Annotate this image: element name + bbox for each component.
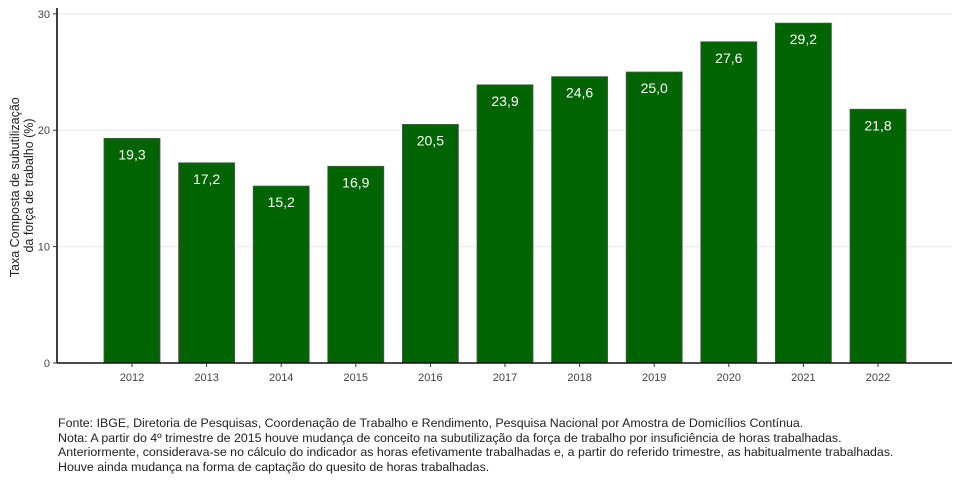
bars: 19,3 17,2 15,2 16,9 20,5 23,9 24,6 25,0 27,6 29,2… <box>103 22 907 364</box>
x-tick-label-2021: 2021 <box>791 372 815 384</box>
y-ticks: 0 10 20 30 <box>38 9 57 370</box>
x-tick-label-2022: 2022 <box>866 372 890 384</box>
bar-2015 <box>327 165 385 364</box>
bar-2013 <box>178 162 236 364</box>
x-tick-label-2012: 2012 <box>120 372 144 384</box>
bar-chart: 19,3 17,2 15,2 16,9 20,5 23,9 24,6 25,0 27,6 29,2… <box>8 8 952 384</box>
bar-value-label-2013: 17,2 <box>193 171 220 187</box>
bar-value-label-2021: 29,2 <box>790 31 817 47</box>
bar-value-label-2019: 25,0 <box>641 80 668 96</box>
bar-2016 <box>401 123 459 364</box>
y-tick-label-20: 20 <box>38 125 50 137</box>
x-tick-label-2019: 2019 <box>642 372 666 384</box>
x-tick-label-2016: 2016 <box>418 372 442 384</box>
y-tick-label-0: 0 <box>44 358 50 370</box>
bar-2022 <box>849 108 907 364</box>
bar-2017 <box>476 84 534 364</box>
chart-notes: Fonte: IBGE, Diretoria de Pesquisas, Coo… <box>58 416 953 474</box>
bar-2019 <box>625 71 683 364</box>
bar-value-label-2022: 21,8 <box>864 117 891 133</box>
bar-value-label-2016: 20,5 <box>417 132 444 148</box>
x-tick-label-2018: 2018 <box>567 372 591 384</box>
calculation-note: Anteriormente, considerava-se no cálculo… <box>58 445 894 460</box>
y-axis-label: Taxa Composta de subutilização da força … <box>8 94 36 277</box>
bar-2014 <box>252 185 310 364</box>
x-tick-label-2013: 2013 <box>194 372 218 384</box>
bar-value-label-2017: 23,9 <box>491 93 518 109</box>
x-ticks: 2012 2013 2014 2015 2016 2017 2018 2019 2020 2021… <box>120 363 890 384</box>
bar-value-label-2015: 16,9 <box>342 174 369 190</box>
source-note: Fonte: IBGE, Diretoria de Pesquisas, Coo… <box>58 416 804 430</box>
bar-value-label-2014: 15,2 <box>268 194 295 210</box>
y-tick-label-10: 10 <box>38 242 50 254</box>
x-tick-label-2015: 2015 <box>344 372 368 384</box>
y-axis-label-line-1: Taxa Composta de subutilização <box>8 97 22 277</box>
bar-value-label-2018: 24,6 <box>566 85 593 101</box>
x-tick-label-2017: 2017 <box>493 372 517 384</box>
bar-2018 <box>551 76 608 364</box>
bar-2020 <box>700 41 758 364</box>
bar-2021 <box>775 22 832 364</box>
bar-value-label-2012: 19,3 <box>118 146 145 162</box>
y-axis-label-line-2: da força de trabalho (%) <box>22 118 36 252</box>
x-tick-label-2014: 2014 <box>269 372 293 384</box>
y-tick-label-30: 30 <box>38 9 50 21</box>
collection-note: Houve ainda mudança na forma de captação… <box>58 459 490 474</box>
bar-2012 <box>103 137 161 364</box>
x-tick-label-2020: 2020 <box>717 372 741 384</box>
concept-note: Nota: A partir do 4º trimestre de 2015 h… <box>58 430 842 445</box>
bar-value-label-2020: 27,6 <box>715 50 742 66</box>
